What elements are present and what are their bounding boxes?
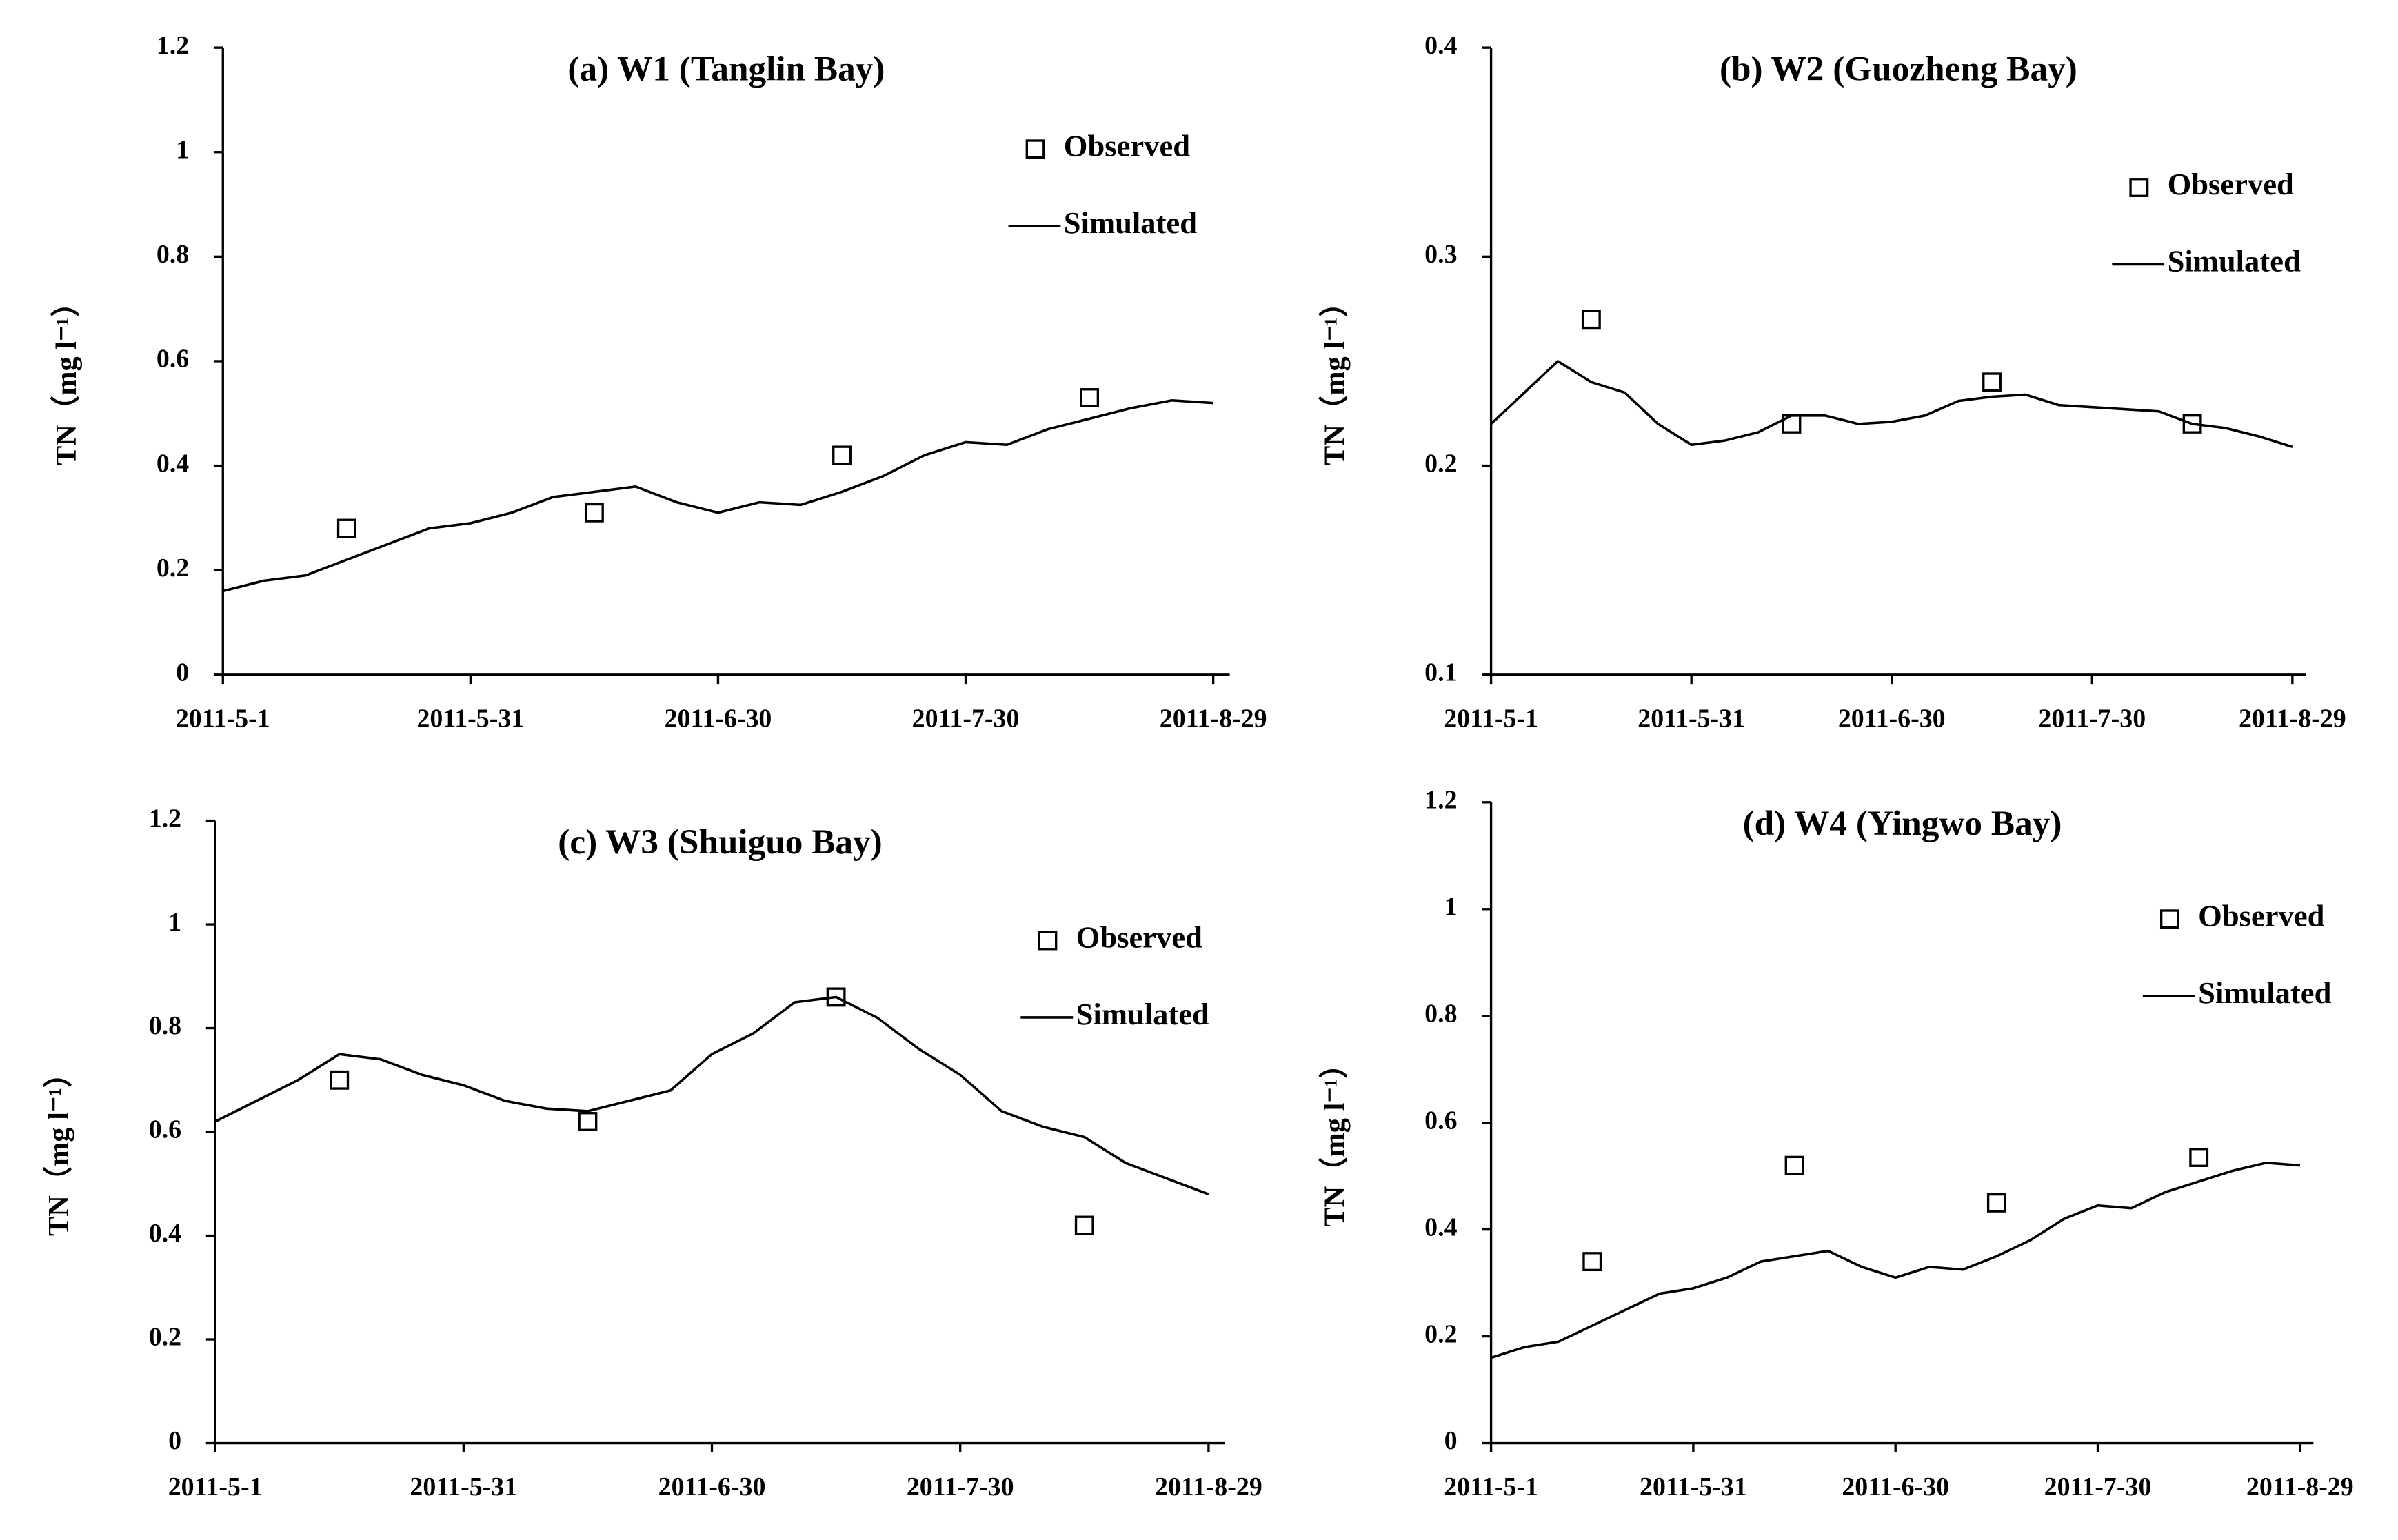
y-tick-label: 0 — [1444, 1426, 1458, 1455]
observed-point — [584, 503, 604, 523]
x-tick-label: 2011-6-30 — [1838, 704, 1946, 733]
observed-point — [1074, 1215, 1094, 1235]
y-axis-label: TN（mg l⁻¹） — [1318, 1049, 1351, 1226]
x-tick-label: 2011-7-30 — [907, 1472, 1014, 1501]
x-tick-label: 2011-5-31 — [1640, 1472, 1747, 1501]
x-tick-label: 2011-8-29 — [1155, 1472, 1262, 1501]
observed-point — [1582, 1252, 1602, 1272]
x-tick-label: 2011-7-30 — [2044, 1472, 2152, 1501]
y-tick-label: 0.6 — [157, 345, 189, 374]
chart-title: (c) W3 (Shuiguo Bay) — [558, 822, 882, 862]
y-tick-label: 1.2 — [149, 804, 181, 833]
y-tick-label: 0.4 — [1424, 31, 1457, 60]
x-tick-label: 2011-8-29 — [2246, 1472, 2354, 1501]
y-tick-label: 0.8 — [157, 240, 189, 269]
observed-point — [336, 518, 356, 538]
x-tick-label: 2011-6-30 — [665, 704, 772, 733]
simulated-line — [214, 995, 1209, 1196]
legend-label: Simulated — [1064, 205, 1197, 240]
y-tick-label: 1.2 — [157, 31, 189, 60]
y-tick-label: 0.1 — [1424, 658, 1457, 687]
y-tick-label: 0.2 — [149, 1323, 181, 1352]
x-tick-label: 2011-7-30 — [2038, 704, 2146, 733]
legend-marker — [2129, 178, 2149, 197]
legend-marker — [1025, 139, 1045, 159]
observed-point — [578, 1112, 598, 1131]
y-axis-label: TN（mg l⁻¹） — [50, 288, 83, 465]
observed-point — [1784, 1155, 1804, 1175]
legend-label: Simulated — [2168, 244, 2301, 278]
x-tick-label: 2011-5-31 — [410, 1472, 517, 1501]
y-tick-label: 1 — [1444, 892, 1458, 921]
legend-label: Simulated — [2198, 975, 2331, 1010]
legend-label: Observed — [1076, 920, 1202, 955]
x-tick-label: 2011-7-30 — [912, 704, 1020, 733]
observed-point — [832, 445, 852, 465]
y-axis-label: TN（mg l⁻¹） — [43, 1059, 75, 1236]
x-tick-label: 2011-5-1 — [168, 1472, 263, 1501]
y-tick-label: 0.2 — [1424, 449, 1457, 478]
observed-point — [1986, 1193, 2006, 1213]
y-tick-label: 0.8 — [149, 1011, 181, 1040]
y-tick-label: 0.6 — [149, 1115, 181, 1144]
x-tick-label: 2011-5-31 — [416, 704, 524, 733]
y-tick-label: 0.4 — [1424, 1213, 1457, 1242]
simulated-line — [1491, 1161, 2300, 1359]
x-tick-label: 2011-6-30 — [1842, 1472, 1949, 1501]
observed-point — [1982, 372, 2002, 392]
y-tick-label: 1 — [176, 135, 189, 164]
y-tick-label: 0.3 — [1424, 240, 1457, 269]
x-tick-label: 2011-5-31 — [1638, 704, 1745, 733]
simulated-line — [222, 399, 1213, 593]
simulated-line — [1490, 359, 2293, 448]
x-tick-label: 2011-8-29 — [2239, 704, 2346, 733]
y-tick-label: 0.6 — [1424, 1106, 1457, 1135]
y-tick-label: 0.4 — [149, 1219, 181, 1248]
y-tick-label: 0.4 — [157, 449, 189, 478]
legend-label: Observed — [2198, 898, 2324, 933]
legend-marker — [2159, 909, 2179, 929]
chart-title: (b) W2 (Guozheng Bay) — [1720, 50, 2077, 89]
observed-point — [2189, 1148, 2209, 1167]
x-tick-label: 2011-5-1 — [1444, 704, 1538, 733]
observed-point — [1080, 388, 1100, 407]
y-tick-label: 1.2 — [1424, 786, 1457, 815]
chart-title: (d) W4 (Yingwo Bay) — [1743, 804, 2062, 843]
x-tick-label: 2011-6-30 — [658, 1472, 766, 1501]
y-tick-label: 0 — [176, 658, 189, 687]
observed-point — [1581, 310, 1601, 330]
y-tick-label: 0 — [168, 1426, 181, 1455]
y-axis-label: TN（mg l⁻¹） — [1318, 288, 1351, 465]
observed-point — [330, 1070, 350, 1090]
legend-label: Observed — [2168, 167, 2294, 201]
legend-marker — [1038, 931, 1058, 951]
legend-label: Simulated — [1076, 997, 1209, 1031]
x-tick-label: 2011-5-1 — [176, 704, 270, 733]
y-tick-label: 0.2 — [1424, 1319, 1457, 1348]
legend-label: Observed — [1064, 129, 1190, 163]
y-tick-label: 0.8 — [1424, 999, 1457, 1028]
x-tick-label: 2011-8-29 — [1160, 704, 1267, 733]
y-tick-label: 1 — [168, 908, 181, 937]
y-tick-label: 0.2 — [157, 554, 189, 582]
chart-title: (a) W1 (Tanglin Bay) — [567, 50, 885, 89]
x-tick-label: 2011-5-1 — [1444, 1472, 1538, 1501]
